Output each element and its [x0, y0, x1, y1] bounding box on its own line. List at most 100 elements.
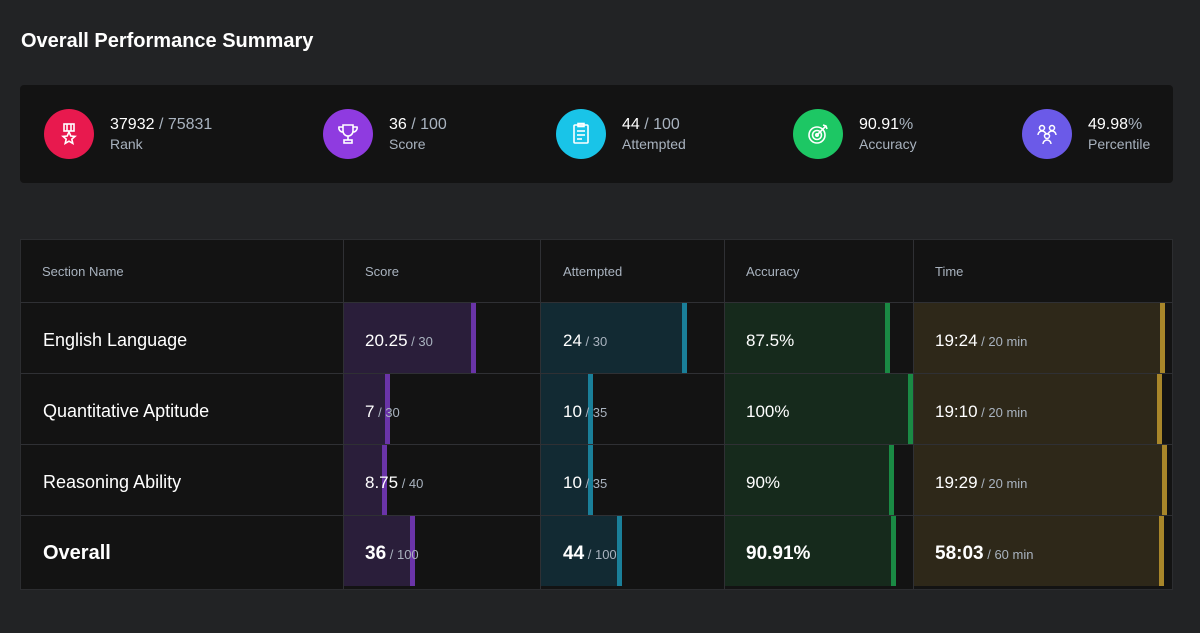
row-score-reasoning: 8.75 / 40	[365, 473, 423, 493]
score-total: / 100	[386, 547, 419, 562]
row-divider	[21, 444, 1172, 445]
row-accuracy-english: 87.5%	[746, 331, 794, 351]
accuracy-progress-marker	[908, 374, 913, 444]
row-attempted-quant: 10 / 35	[563, 402, 607, 422]
attempted-progress-fill	[541, 374, 594, 444]
accuracy-progress-marker	[889, 445, 895, 515]
accuracy-value: 100%	[746, 402, 790, 421]
attempted-total: / 35	[581, 476, 608, 491]
accuracy-value: 87.5%	[746, 331, 795, 350]
time-progress-marker	[1159, 516, 1165, 586]
stat-rank: 37932 / 75831 Rank	[44, 109, 212, 159]
column-divider	[343, 240, 344, 589]
stat-score: 36 / 100 Score	[323, 109, 447, 159]
score-value: 36	[365, 543, 387, 564]
time-value: 19:24	[935, 331, 978, 350]
rank-value: 37932	[110, 116, 155, 133]
row-accuracy-quant: 100%	[746, 402, 789, 422]
row-divider	[21, 302, 1172, 303]
rank-label: Rank	[110, 136, 143, 152]
accuracy-progress-marker	[884, 303, 890, 373]
time-progress-marker	[1160, 303, 1166, 373]
score-progress-fill	[344, 374, 390, 444]
stat-accuracy: 90.91% Accuracy	[793, 109, 917, 159]
score-progress-fill	[344, 445, 387, 515]
time-progress-fill	[914, 374, 1163, 444]
header-accuracy: Accuracy	[746, 264, 800, 279]
attempted-progress-fill	[541, 445, 594, 515]
attempted-progress-fill	[541, 303, 688, 373]
attempted-total: / 100	[639, 116, 680, 133]
accuracy-progress-fill	[725, 445, 895, 515]
target-icon	[793, 109, 843, 159]
time-value: 19:10	[935, 402, 978, 421]
row-score-quant: 7 / 30	[365, 402, 400, 422]
score-total: / 30	[374, 405, 400, 420]
row-name-english: English Language	[43, 330, 188, 350]
attempted-value: 44	[622, 116, 640, 133]
attempted-value: 44	[563, 543, 585, 564]
attempted-value: 10	[563, 473, 582, 492]
time-progress-fill	[914, 445, 1167, 515]
attempted-total: / 100	[584, 547, 617, 562]
row-time-quant: 19:10 / 20 min	[935, 402, 1027, 422]
accuracy-progress-fill	[725, 516, 896, 586]
time-total: / 20 min	[977, 334, 1028, 349]
time-total: / 60 min	[983, 547, 1034, 562]
accuracy-progress-fill	[725, 374, 913, 444]
percentile-value: 49.98	[1088, 116, 1129, 133]
attempted-label: Attempted	[622, 136, 686, 152]
time-progress-marker	[1157, 374, 1163, 444]
attempted-value: 10	[563, 402, 582, 421]
time-total: / 20 min	[977, 405, 1028, 420]
score-total: / 100	[406, 116, 447, 133]
people-icon	[1022, 109, 1072, 159]
row-score-overall: 36 / 100	[365, 543, 419, 565]
section-performance-table: Section Name Score Attempted Accuracy Ti…	[20, 239, 1173, 590]
row-score-english: 20.25 / 30	[365, 331, 433, 351]
summary-card: 37932 / 75831 Rank 36 / 100 Score	[20, 85, 1173, 183]
row-name-quant: Quantitative Aptitude	[43, 401, 210, 421]
row-divider	[21, 515, 1172, 516]
accuracy-progress-marker	[890, 516, 896, 586]
accuracy-unit: %	[899, 116, 914, 133]
row-time-english: 19:24 / 20 min	[935, 331, 1027, 351]
accuracy-value: 90.91	[859, 116, 900, 133]
score-label: Score	[389, 136, 426, 152]
score-value: 8.75	[365, 473, 399, 492]
attempted-progress-marker	[588, 374, 594, 444]
time-value: 58:03	[935, 543, 984, 564]
header-section-name: Section Name	[42, 264, 124, 279]
accuracy-value: 90.91%	[746, 543, 811, 564]
attempted-progress-marker	[616, 516, 622, 586]
row-divider	[21, 373, 1172, 374]
percentile-unit: %	[1128, 116, 1143, 133]
time-total: / 20 min	[977, 476, 1028, 491]
attempted-value: 24	[563, 331, 582, 350]
row-time-reasoning: 19:29 / 20 min	[935, 473, 1027, 493]
column-divider	[724, 240, 725, 589]
stat-attempted: 44 / 100 Attempted	[556, 109, 686, 159]
row-attempted-overall: 44 / 100	[563, 543, 617, 565]
rank-total: / 75831	[154, 116, 213, 133]
column-divider	[540, 240, 541, 589]
accuracy-progress-fill	[725, 303, 890, 373]
time-progress-fill	[914, 303, 1166, 373]
score-progress-fill	[344, 516, 415, 586]
page-title: Overall Performance Summary	[21, 30, 314, 52]
medal-icon	[44, 109, 94, 159]
time-progress-marker	[1161, 445, 1167, 515]
row-accuracy-overall: 90.91%	[746, 543, 810, 565]
header-time: Time	[935, 264, 964, 279]
row-attempted-english: 24 / 30	[563, 331, 607, 351]
row-time-overall: 58:03 / 60 min	[935, 543, 1033, 565]
score-progress-marker	[381, 445, 387, 515]
accuracy-value: 90%	[746, 473, 781, 492]
percentile-label: Percentile	[1088, 136, 1151, 152]
attempted-total: / 30	[581, 334, 608, 349]
score-value: 36	[389, 116, 407, 133]
stat-percentile: 49.98% Percentile	[1022, 109, 1150, 159]
clipboard-icon	[556, 109, 606, 159]
header-score: Score	[365, 264, 399, 279]
score-value: 20.25	[365, 331, 408, 350]
